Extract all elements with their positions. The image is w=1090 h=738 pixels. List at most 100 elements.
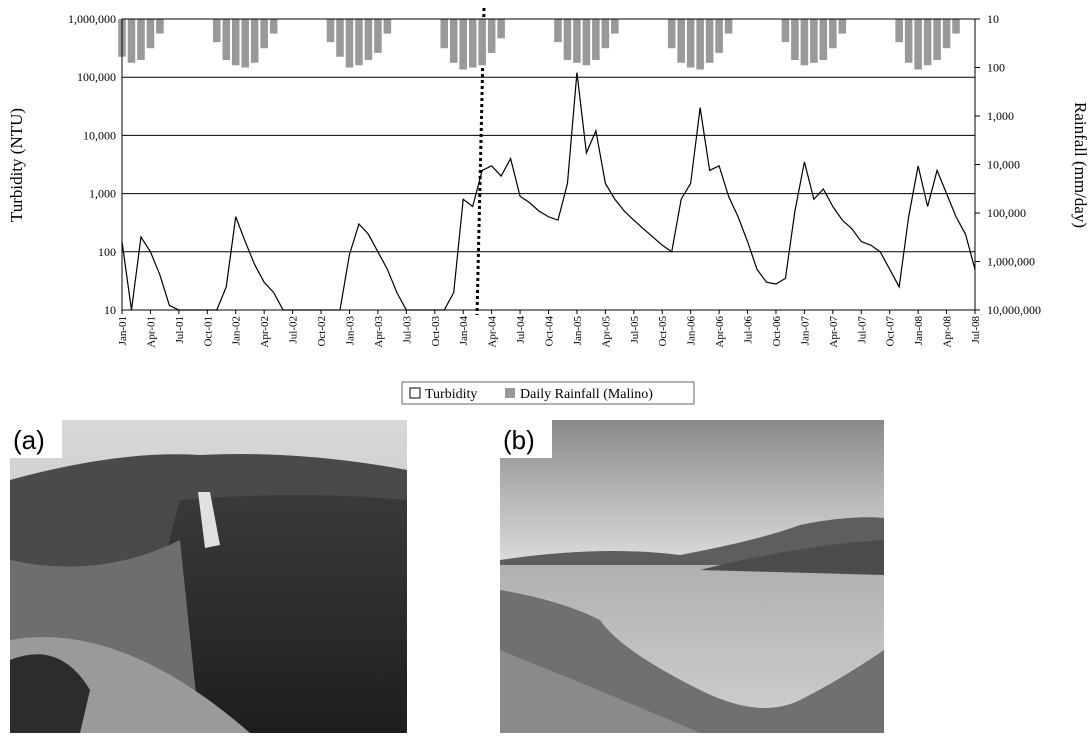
rain-bar xyxy=(810,19,818,63)
y-tick-label: 1,000 xyxy=(89,187,116,201)
x-tick-label: Oct-03 xyxy=(430,316,442,347)
x-tick-label: Oct-06 xyxy=(771,316,783,347)
photo-a xyxy=(10,420,407,733)
rain-bar xyxy=(782,19,790,42)
rain-bar xyxy=(251,19,259,63)
rain-bar xyxy=(573,19,581,63)
rain-bar xyxy=(583,19,591,65)
x-tick-label: Apr-08 xyxy=(942,316,954,348)
rain-bar xyxy=(260,19,268,48)
rain-bar xyxy=(346,19,354,68)
x-tick-label: Jul-07 xyxy=(856,316,868,344)
x-tick-label: Jul-01 xyxy=(174,316,186,344)
x-tick-label: Apr-07 xyxy=(828,316,840,348)
x-tick-label: Jul-08 xyxy=(970,316,982,344)
rain-bar xyxy=(128,19,136,63)
rain-bar xyxy=(147,19,155,48)
x-tick-label: Jan-07 xyxy=(799,316,811,346)
x-tick-label: Apr-04 xyxy=(487,316,499,348)
figure: (a) (b) Turbidity (NTU) Rainfall (mm/day… xyxy=(0,0,1090,733)
x-tick-label: Jan-03 xyxy=(344,316,356,346)
rain-bar xyxy=(715,19,723,53)
rain-bar xyxy=(725,19,733,34)
legend-label: Daily Rainfall (Malino) xyxy=(520,387,653,402)
y2-tick-label: 100 xyxy=(987,61,1005,75)
rain-bar xyxy=(384,19,392,34)
rain-bar xyxy=(241,19,249,68)
rain-bar xyxy=(839,19,847,34)
x-tick-label: Jul-06 xyxy=(743,316,755,344)
rain-bar xyxy=(213,19,221,42)
x-tick-label: Oct-07 xyxy=(885,316,897,347)
x-tick-label: Jul-04 xyxy=(515,316,527,344)
rain-bar xyxy=(801,19,809,65)
rain-bar xyxy=(355,19,363,65)
x-tick-label: Jan-08 xyxy=(913,316,925,346)
legend-swatch xyxy=(410,388,420,398)
rain-bar xyxy=(924,19,932,65)
x-tick-label: Apr-02 xyxy=(259,316,271,348)
x-tick-label: Jul-05 xyxy=(629,316,641,344)
x-tick-label: Jul-02 xyxy=(288,316,300,344)
rain-bar xyxy=(791,19,799,60)
rain-bar xyxy=(602,19,610,48)
rain-bar xyxy=(829,19,837,48)
x-tick-label: Jan-02 xyxy=(231,316,243,345)
photo-b xyxy=(500,420,884,733)
rain-bar xyxy=(232,19,240,65)
rain-bar xyxy=(933,19,941,60)
rain-bar xyxy=(943,19,951,48)
x-tick-label: Apr-05 xyxy=(600,316,612,348)
rain-bar xyxy=(668,19,676,48)
rain-bar xyxy=(336,19,344,57)
plot-frame xyxy=(122,19,975,310)
turbidity-line xyxy=(122,73,975,310)
y-tick-label: 10,000 xyxy=(83,128,116,142)
x-tick-label: Jan-04 xyxy=(458,316,470,346)
rain-bar xyxy=(440,19,448,48)
rain-bar xyxy=(374,19,382,53)
rain-bar xyxy=(820,19,828,60)
x-tick-label: Oct-05 xyxy=(657,316,669,347)
rain-bar xyxy=(687,19,695,68)
legend-swatch xyxy=(505,388,515,398)
y-axis-title: Turbidity (NTU) xyxy=(7,108,26,222)
y-tick-label: 10 xyxy=(104,303,116,317)
x-tick-label: Jan-05 xyxy=(572,316,584,346)
x-tick-label: Apr-01 xyxy=(145,316,157,348)
rain-bar xyxy=(564,19,572,60)
x-tick-label: Jan-06 xyxy=(686,316,698,346)
legend: Turbidity Daily Rainfall (Malino) xyxy=(402,382,694,404)
y2-tick-label: 10,000 xyxy=(987,158,1020,172)
rain-bar xyxy=(952,19,960,34)
y2-axis-title: Rainfall (mm/day) xyxy=(1071,102,1090,228)
photo-label: (a) xyxy=(13,425,45,455)
rain-bar xyxy=(156,19,164,34)
y2-tick-label: 10,000,000 xyxy=(987,303,1041,317)
y2-tick-label: 10 xyxy=(987,12,999,26)
rain-bar xyxy=(554,19,562,42)
x-tick-label: Apr-06 xyxy=(714,316,726,348)
legend-label: Turbidity xyxy=(425,387,477,402)
x-tick-label: Apr-03 xyxy=(373,316,385,348)
rain-bar xyxy=(677,19,685,63)
rain-bar xyxy=(592,19,600,60)
rain-bar xyxy=(696,19,704,70)
rain-bar xyxy=(905,19,913,63)
rain-bar xyxy=(478,19,486,65)
x-tick-label: Oct-04 xyxy=(544,316,556,347)
photo-label: (b) xyxy=(503,425,535,455)
rain-bar xyxy=(469,19,477,68)
rain-bar xyxy=(459,19,467,70)
x-tick-label: Oct-02 xyxy=(316,316,328,347)
y-tick-label: 100 xyxy=(98,245,116,259)
rain-bar xyxy=(450,19,458,63)
y2-tick-label: 1,000,000 xyxy=(987,255,1035,269)
rain-bar xyxy=(895,19,903,42)
rain-bar xyxy=(222,19,230,60)
y2-tick-label: 1,000 xyxy=(987,109,1014,123)
rain-bar xyxy=(327,19,335,42)
y-tick-label: 100,000 xyxy=(77,70,116,84)
x-tick-label: Jul-03 xyxy=(401,316,413,344)
rain-bar xyxy=(611,19,619,34)
